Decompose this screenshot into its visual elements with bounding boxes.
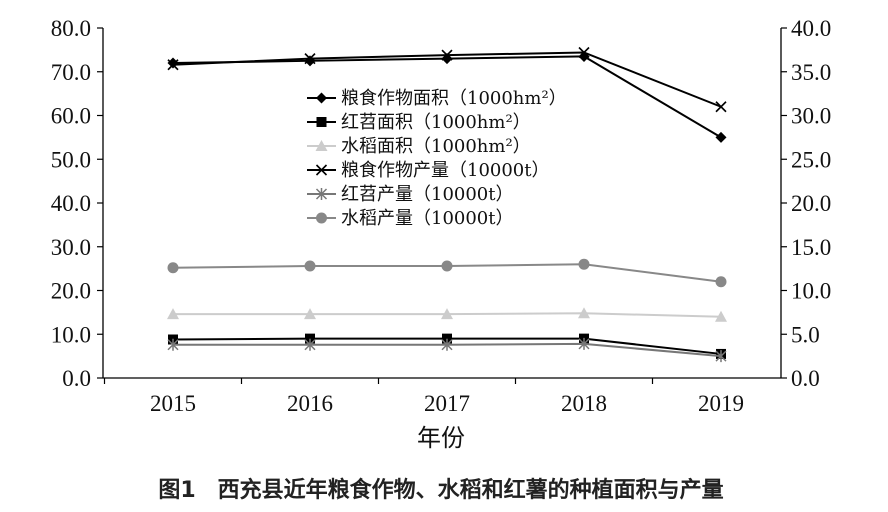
data-point (167, 308, 179, 320)
data-point (305, 333, 315, 344)
data-point (715, 350, 727, 363)
legend-label: 粮食作物产量（10000t） (341, 160, 550, 181)
x-tick-label: 2019 (698, 391, 744, 416)
legend: 粮食作物面积（1000hm²） 红苕面积（1000hm²） 水稻面积（1000hm²… (307, 88, 567, 229)
left-tick-label: 20.0 (51, 279, 91, 304)
legend-entry: 水稻面积（1000hm²） (307, 136, 531, 157)
legend-label: 粮食作物面积（1000hm²） (341, 88, 567, 109)
data-point (578, 307, 590, 319)
x-tick-label: 2017 (424, 391, 470, 416)
left-tick-label: 30.0 (51, 235, 91, 260)
left-tick-label: 40.0 (51, 191, 91, 216)
data-point (167, 57, 179, 69)
right-tick-label: 0.0 (791, 366, 820, 391)
legend-swatch-marker (315, 140, 328, 151)
data-point (304, 53, 316, 65)
data-point (441, 260, 453, 272)
legend-entry: 红苕面积（1000hm²） (307, 112, 531, 133)
right-tick-label: 10.0 (791, 279, 831, 304)
x-axis-label: 年份 (417, 424, 465, 452)
legend-label: 水稻面积（1000hm²） (341, 136, 531, 157)
data-point (715, 276, 727, 288)
right-tick-label: 40.0 (791, 16, 831, 41)
left-tick-label: 80.0 (51, 16, 91, 41)
legend-swatch-marker (316, 92, 327, 104)
data-point (442, 333, 452, 344)
series-layer (167, 46, 727, 363)
left-tick-label: 70.0 (51, 60, 91, 85)
left-tick-label: 50.0 (51, 147, 91, 172)
x-tick-label: 2016 (287, 391, 333, 416)
series-6 (167, 258, 727, 288)
data-point (715, 131, 727, 143)
legend-swatch-marker (316, 212, 327, 224)
data-point (578, 46, 590, 59)
right-tick-label: 15.0 (791, 235, 831, 260)
legend-entry: 红苕产量（10000t） (307, 184, 514, 205)
legend-swatch-marker (316, 117, 327, 127)
axes-layer: 0.0 10.0 20.0 30.0 40.0 50.0 60.0 70.0 80.0 0.0 5.… (51, 16, 832, 416)
x-tick-label: 2018 (561, 391, 607, 416)
right-tick-label: 35.0 (791, 60, 831, 85)
data-point (304, 260, 316, 272)
data-point (578, 258, 590, 270)
left-tick-label: 10.0 (51, 322, 91, 347)
data-point (167, 59, 179, 71)
left-tick-label: 60.0 (51, 104, 91, 129)
legend-swatch-marker (315, 164, 328, 176)
legend-swatch-marker (315, 188, 328, 200)
legend-label: 水稻产量（10000t） (341, 208, 514, 229)
left-tick-label: 0.0 (62, 366, 91, 391)
right-tick-label: 30.0 (791, 104, 831, 129)
series-5 (167, 337, 727, 363)
data-point (304, 338, 316, 351)
legend-label: 红苕产量（10000t） (341, 184, 514, 205)
data-point (441, 308, 453, 320)
data-point (578, 337, 590, 350)
right-tick-label: 5.0 (791, 322, 820, 347)
legend-label: 红苕面积（1000hm²） (341, 112, 531, 133)
right-tick-label: 20.0 (791, 191, 831, 216)
legend-entry: 粮食作物面积（1000hm²） (307, 88, 567, 109)
data-point (441, 338, 453, 351)
legend-entry: 粮食作物产量（10000t） (307, 160, 550, 181)
x-tick-label: 2015 (150, 391, 196, 416)
data-point (167, 262, 179, 274)
legend-entry: 水稻产量（10000t） (307, 208, 514, 229)
data-point (715, 101, 727, 113)
data-point (304, 308, 316, 320)
data-point (167, 338, 179, 351)
data-point (304, 55, 316, 67)
data-point (441, 49, 453, 61)
series-4 (167, 46, 727, 113)
data-point (715, 310, 727, 322)
figure-caption: 图1 西充县近年粮食作物、水稻和红薯的种植面积与产量 (158, 477, 723, 503)
right-tick-label: 25.0 (791, 147, 831, 172)
series-3 (167, 307, 727, 322)
